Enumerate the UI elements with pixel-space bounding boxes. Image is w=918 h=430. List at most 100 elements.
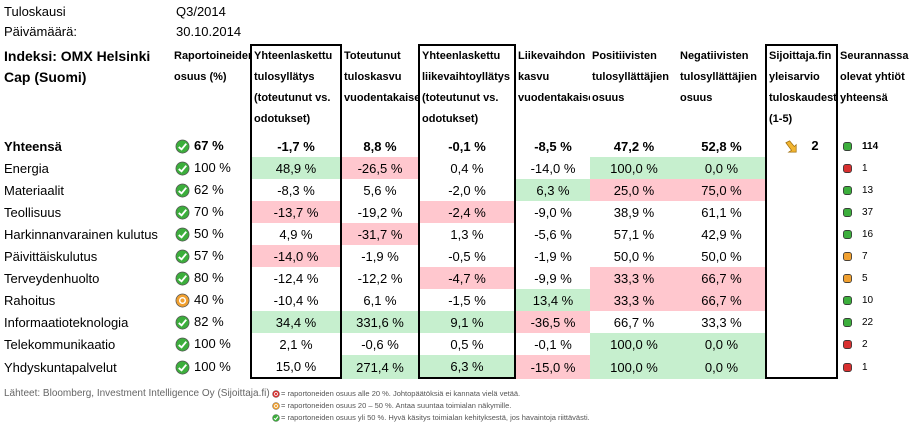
status-icon (272, 414, 280, 422)
cell-value: 40 % (194, 291, 224, 307)
cell-value: 1,3 % (450, 226, 484, 242)
table-row: Energia 100 % 48,9 % -26,5 % 0,4 % -14,0 % 100… (0, 157, 918, 179)
cell: -1,9 % (516, 245, 590, 267)
cell-value: 80 % (194, 269, 224, 285)
cell: -9,9 % (516, 267, 590, 289)
cell: -36,5 % (516, 311, 590, 333)
cell-value: 8,8 % (363, 138, 397, 154)
cell-value: -10,4 % (273, 292, 319, 308)
cell-value: 33,3 % (613, 270, 655, 286)
status-icon (175, 227, 190, 242)
cell-value: -2,0 % (448, 182, 486, 198)
cell: 100,0 % (590, 333, 678, 355)
companies: 37 (862, 206, 874, 218)
rating-cell (765, 201, 838, 223)
info-label: Tuloskausi (4, 4, 66, 19)
cell: 6,3 % (418, 355, 516, 379)
cell: 50,0 % (678, 245, 765, 267)
cell-value: 100,0 % (610, 336, 658, 352)
cell: 50,0 % (590, 245, 678, 267)
dot-icon (843, 339, 852, 349)
rating-cell: 2 (765, 135, 838, 157)
column-header: Positiivisten tulosyllättäjien osuus (592, 50, 670, 104)
rating-cell (765, 355, 838, 379)
cell: 5,6 % (342, 179, 418, 201)
cell-value: -15,0 % (530, 359, 576, 375)
cell-value: -26,5 % (357, 160, 403, 176)
rating-cell (765, 245, 838, 267)
dot-icon (843, 251, 852, 261)
cell: 52,8 % (678, 135, 765, 157)
cell-value: -9,9 % (534, 270, 572, 286)
companies-cell: 5 (838, 267, 918, 289)
cell-value: 67 % (194, 137, 224, 153)
cell-value: -1,9 % (361, 248, 399, 264)
column-header: Toteutunut tuloskasvu vuodentakaisesta (344, 50, 418, 104)
cell: -19,2 % (342, 201, 418, 223)
cell-value: -4,7 % (448, 270, 486, 286)
cell-value: -5,6 % (534, 226, 572, 242)
cell: 0,0 % (678, 333, 765, 355)
dot-icon (843, 229, 852, 239)
cell: 47,2 % (590, 135, 678, 157)
table-row: Terveydenhuolto 80 % -12,4 % -12,2 % -4,7 % -… (0, 267, 918, 289)
info-value: 30.10.2014 (176, 24, 242, 39)
cell-value: 25,0 % (613, 182, 655, 198)
cell-value: 15,0 % (275, 358, 317, 374)
companies-cell: 1 (838, 157, 918, 179)
row-label: Informaatioteknologia (4, 314, 129, 330)
dot-icon (843, 362, 852, 372)
info-value: Q3/2014 (176, 4, 226, 19)
legend-item: = raportoneiden osuus yli 50 %. Hyvä käs… (272, 412, 590, 424)
cell: 38,9 % (590, 201, 678, 223)
companies-cell: 22 (838, 311, 918, 333)
cell-value: 0,0 % (704, 336, 739, 352)
cell-value: -0,5 % (448, 248, 486, 264)
companies: 13 (862, 184, 874, 196)
cell: 42,9 % (678, 223, 765, 245)
status-icon (175, 161, 190, 176)
cell: 34,4 % (250, 311, 342, 333)
companies: 16 (862, 228, 874, 240)
cell: 33,3 % (678, 311, 765, 333)
column-header: Negatiivisten tulosyllättäjien osuus (680, 50, 758, 104)
table-row: Päivittäiskulutus 57 % -14,0 % -1,9 % -0,5 %… (0, 245, 918, 267)
cell-value: 0,0 % (704, 359, 739, 375)
cell: 6,1 % (342, 289, 418, 311)
table-row: Telekommunikaatio 100 % 2,1 % -0,6 % 0,5 % -0… (0, 333, 918, 355)
cell: 82 % (172, 311, 250, 333)
dot-icon (843, 185, 852, 195)
cell-value: 331,6 % (356, 314, 404, 330)
column-header: Yhteenlaskettu liikevaihtoyllätys (toteu… (418, 44, 516, 135)
row-label: Materiaalit (4, 182, 64, 198)
rating: 2 (811, 137, 819, 153)
cell: 15,0 % (250, 355, 342, 379)
cell: -12,2 % (342, 267, 418, 289)
dot-icon (843, 295, 852, 305)
cell-value: -8,5 % (534, 138, 572, 154)
cell: 0,0 % (678, 157, 765, 179)
cell: 1,3 % (418, 223, 516, 245)
cell: 100,0 % (590, 157, 678, 179)
status-icon (175, 139, 190, 154)
cell: 0,5 % (418, 333, 516, 355)
row-label: Terveydenhuolto (4, 270, 100, 286)
companies: 7 (862, 250, 868, 262)
cell-value: -31,7 % (357, 226, 403, 242)
cell: 331,6 % (342, 311, 418, 333)
info-row: Päivämäärä: 30.10.2014 (4, 22, 241, 42)
cell: 100 % (172, 157, 250, 179)
row-label: Yhteensä (4, 138, 62, 154)
companies: 5 (862, 272, 868, 284)
cell-value: 100 % (194, 358, 231, 374)
dot-icon (843, 141, 852, 151)
cell-value: 57,1 % (613, 226, 655, 242)
row-label: Energia (4, 160, 49, 176)
cell: -1,7 % (250, 135, 342, 157)
cell: -0,1 % (516, 333, 590, 355)
cell-value: 13,4 % (532, 292, 574, 308)
cell: -9,0 % (516, 201, 590, 223)
companies: 2 (862, 338, 868, 350)
cell: 62 % (172, 179, 250, 201)
companies-cell: 37 (838, 201, 918, 223)
